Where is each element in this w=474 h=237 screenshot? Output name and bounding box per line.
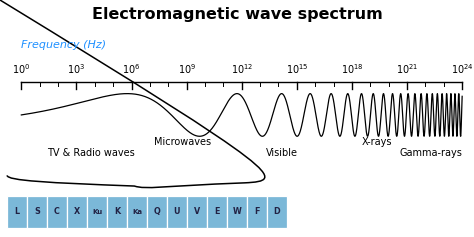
Text: S: S bbox=[34, 207, 40, 216]
FancyBboxPatch shape bbox=[127, 196, 147, 228]
Text: Microwaves: Microwaves bbox=[154, 137, 211, 147]
Text: Ku: Ku bbox=[92, 209, 102, 214]
FancyBboxPatch shape bbox=[267, 196, 287, 228]
Text: $10^{15}$: $10^{15}$ bbox=[285, 62, 308, 76]
Text: $10^{24}$: $10^{24}$ bbox=[451, 62, 474, 76]
Text: E: E bbox=[214, 207, 219, 216]
FancyBboxPatch shape bbox=[107, 196, 127, 228]
FancyBboxPatch shape bbox=[187, 196, 207, 228]
FancyBboxPatch shape bbox=[27, 196, 47, 228]
Text: TV & Radio waves: TV & Radio waves bbox=[47, 148, 135, 158]
Text: $10^{12}$: $10^{12}$ bbox=[230, 62, 253, 76]
FancyBboxPatch shape bbox=[247, 196, 267, 228]
Text: X-rays: X-rays bbox=[362, 137, 392, 147]
Text: $10^{0}$: $10^{0}$ bbox=[12, 62, 30, 76]
FancyBboxPatch shape bbox=[47, 196, 67, 228]
Text: U: U bbox=[173, 207, 180, 216]
Text: C: C bbox=[54, 207, 60, 216]
FancyBboxPatch shape bbox=[167, 196, 187, 228]
Text: $10^{18}$: $10^{18}$ bbox=[341, 62, 363, 76]
Text: V: V bbox=[194, 207, 200, 216]
Text: Q: Q bbox=[154, 207, 160, 216]
FancyBboxPatch shape bbox=[147, 196, 167, 228]
Text: Frequency (Hz): Frequency (Hz) bbox=[21, 40, 107, 50]
FancyBboxPatch shape bbox=[227, 196, 247, 228]
FancyBboxPatch shape bbox=[7, 196, 27, 228]
Text: W: W bbox=[232, 207, 241, 216]
FancyBboxPatch shape bbox=[87, 196, 107, 228]
Text: D: D bbox=[273, 207, 280, 216]
Text: K: K bbox=[114, 207, 120, 216]
Text: $10^{6}$: $10^{6}$ bbox=[122, 62, 141, 76]
Text: Electromagnetic wave spectrum: Electromagnetic wave spectrum bbox=[91, 7, 383, 22]
Text: L: L bbox=[15, 207, 19, 216]
Text: $10^{9}$: $10^{9}$ bbox=[177, 62, 196, 76]
Text: X: X bbox=[74, 207, 80, 216]
FancyBboxPatch shape bbox=[207, 196, 227, 228]
Text: $10^{21}$: $10^{21}$ bbox=[396, 62, 418, 76]
Text: Visible: Visible bbox=[266, 148, 298, 158]
Text: Ka: Ka bbox=[132, 209, 142, 214]
Text: Gamma-rays: Gamma-rays bbox=[399, 148, 462, 158]
FancyBboxPatch shape bbox=[67, 196, 87, 228]
Text: F: F bbox=[254, 207, 259, 216]
Text: $10^{3}$: $10^{3}$ bbox=[67, 62, 86, 76]
